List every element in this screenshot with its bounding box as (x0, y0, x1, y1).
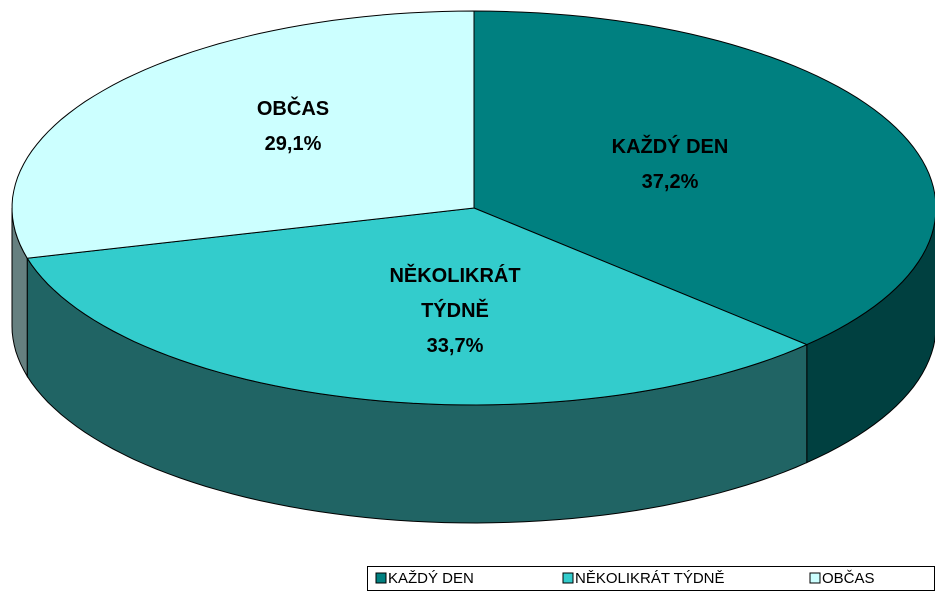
data-label: KAŽDÝ DEN 37,2% (570, 130, 770, 200)
legend-label: KAŽDÝ DEN (388, 570, 474, 587)
legend-swatch (809, 572, 821, 584)
data-label-text: 37,2% (641, 171, 699, 193)
slice (26, 207, 809, 406)
data-label-text: NĚKOLIKRÁT TÝDNĚ (389, 265, 521, 322)
data-label-text: 29,1% (264, 133, 322, 155)
data-label: OBČAS 29,1% (213, 92, 373, 162)
data-label: NĚKOLIKRÁT TÝDNĚ 33,7% (365, 259, 545, 364)
legend-swatch (562, 572, 574, 584)
legend-label: OBČAS (822, 570, 875, 587)
legend-label: NĚKOLIKRÁT TÝDNĚ (575, 570, 725, 587)
legend-swatch (375, 572, 387, 584)
slice (473, 10, 935, 346)
slice (11, 10, 475, 259)
data-label-text: 33,7% (426, 335, 484, 357)
data-label-text: KAŽDÝ DEN (611, 136, 729, 158)
data-label-text: OBČAS (256, 98, 330, 120)
